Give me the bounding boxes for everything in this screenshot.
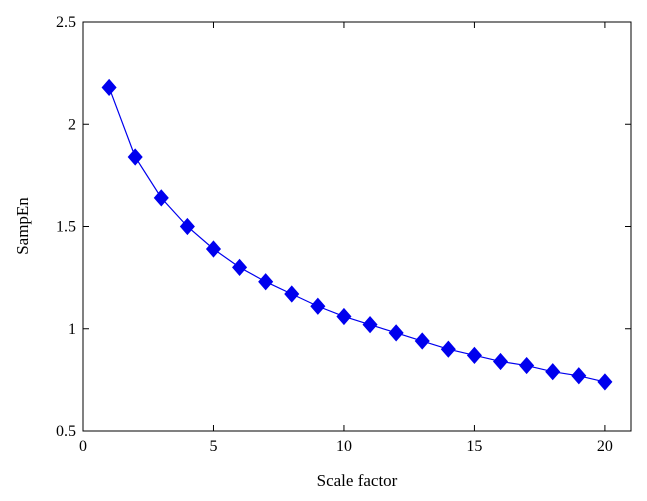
y-tick-label: 0.5: [56, 423, 76, 440]
data-point-marker: [179, 217, 195, 236]
x-axis-label: Scale factor: [317, 471, 398, 490]
x-tick-label: 0: [79, 438, 87, 455]
y-tick-label: 2: [68, 116, 76, 133]
data-point-marker: [519, 356, 535, 375]
data-point-marker: [284, 285, 300, 303]
series-line: [108, 87, 606, 383]
data-point-marker: [232, 258, 248, 277]
data-point-marker: [492, 352, 509, 371]
data-point-marker: [440, 340, 456, 358]
data-point-marker: [205, 240, 222, 258]
data-point-marker: [336, 307, 352, 326]
data-point-marker: [310, 297, 326, 315]
data-point-marker: [362, 316, 378, 334]
y-tick-label: 2.5: [56, 14, 76, 31]
data-point-marker: [414, 332, 430, 350]
data-point-marker: [258, 273, 274, 291]
x-tick-label: 15: [466, 438, 482, 455]
data-point-marker: [545, 363, 561, 381]
x-axis: 0 5 10 15 20: [79, 22, 613, 455]
data-point-marker: [101, 78, 117, 97]
x-tick-label: 10: [336, 438, 352, 455]
x-tick-label: 20: [597, 438, 613, 455]
data-point-marker: [127, 148, 143, 166]
y-axis-label: SampEn: [13, 197, 32, 255]
y-tick-label: 1: [68, 321, 76, 338]
data-point-marker: [597, 373, 613, 391]
data-point-marker: [153, 189, 169, 207]
y-axis: 0.5 1 1.5 2 2.5: [56, 14, 631, 440]
y-tick-label: 1.5: [56, 219, 76, 236]
data-point-marker: [571, 367, 587, 385]
data-point-marker: [466, 346, 482, 364]
series-layer: [101, 78, 613, 391]
x-tick-label: 5: [209, 438, 217, 455]
data-point-marker: [388, 324, 404, 342]
